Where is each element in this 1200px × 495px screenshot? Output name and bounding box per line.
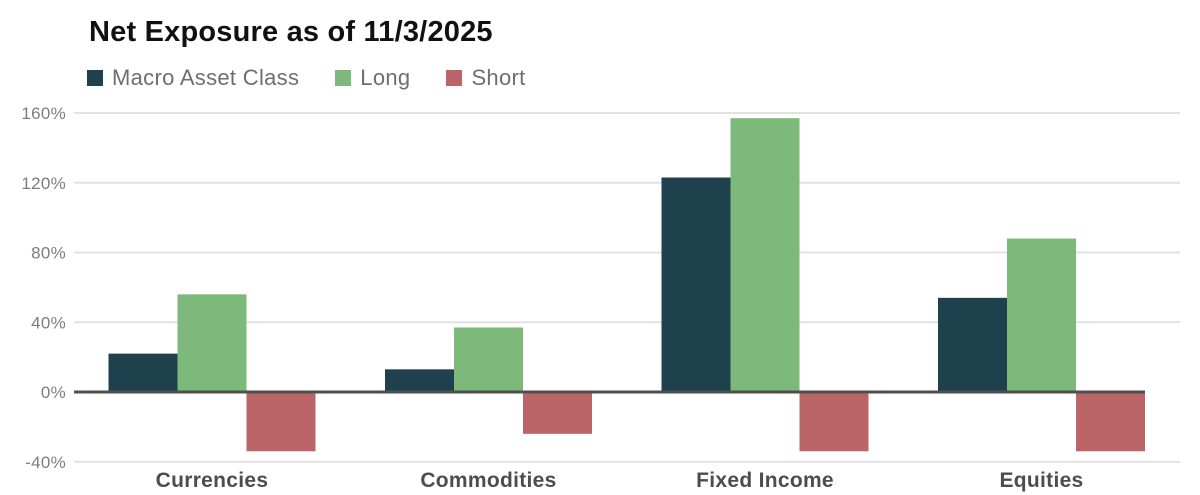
legend-item-macro-asset-class: Macro Asset Class: [87, 65, 299, 91]
ytick-label-0: 0%: [41, 383, 66, 402]
ytick-label-120: 120%: [21, 174, 66, 193]
legend-item-long: Long: [335, 65, 410, 91]
category-label-currencies: Currencies: [156, 469, 269, 492]
ytick-label-160: 160%: [21, 104, 66, 123]
chart-title: Net Exposure as of 11/3/2025: [89, 16, 493, 48]
legend-swatch-macro-asset-class: [87, 70, 103, 86]
legend-item-short: Short: [446, 65, 525, 91]
bar-macro-asset-class-equities: [938, 297, 1007, 392]
bar-long-currencies: [177, 294, 247, 392]
bar-long-equities: [1007, 238, 1076, 392]
category-label-commodities: Commodities: [420, 469, 556, 492]
bar-short-commodities: [523, 392, 592, 434]
legend-label-long: Long: [360, 65, 411, 90]
legend-label-short: Short: [471, 65, 526, 90]
ytick-label--40: -40%: [25, 453, 66, 472]
category-label-fixed-income: Fixed Income: [696, 469, 834, 492]
bar-long-commodities: [454, 327, 523, 392]
legend-swatch-long: [335, 70, 352, 86]
legend-label-macro-asset-class: Macro Asset Class: [112, 65, 300, 90]
legend-swatch-short: [446, 70, 463, 86]
bar-short-equities: [1076, 392, 1145, 452]
ytick-label-80: 80%: [31, 244, 66, 263]
bar-macro-asset-class-fixed-income: [661, 177, 731, 392]
bar-macro-asset-class-currencies: [108, 353, 178, 392]
category-label-equities: Equities: [999, 469, 1083, 492]
bar-long-fixed-income: [730, 118, 800, 392]
bar-macro-asset-class-commodities: [385, 369, 454, 392]
chart-legend: Macro Asset Class Long Short: [87, 65, 526, 91]
bar-short-currencies: [246, 392, 316, 452]
bar-short-fixed-income: [799, 392, 869, 452]
ytick-label-40: 40%: [31, 313, 66, 332]
